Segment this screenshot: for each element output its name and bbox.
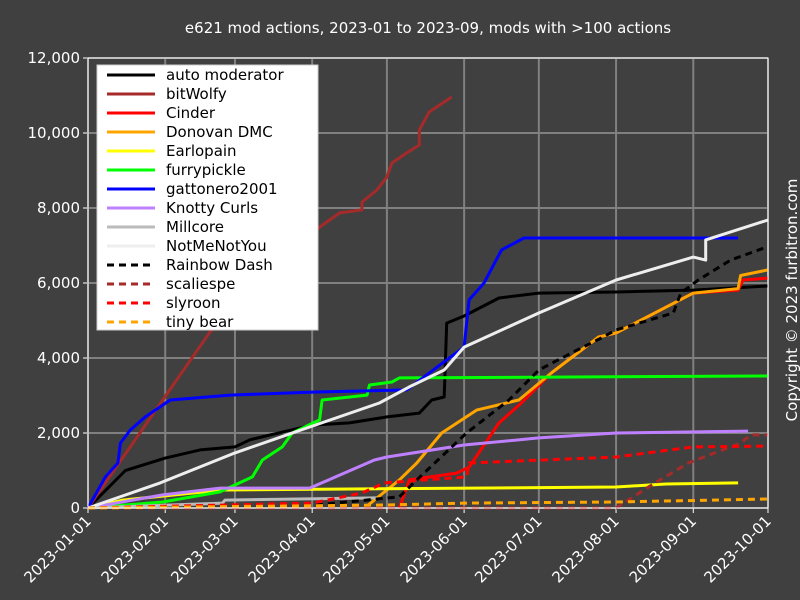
legend-box	[96, 64, 319, 331]
legend-label: bitWolfy	[166, 85, 227, 103]
legend-label: Knotty Curls	[166, 199, 258, 217]
legend-label: gattonero2001	[166, 180, 278, 198]
y-tick-label: 6,000	[37, 274, 80, 292]
legend-label: slyroon	[166, 294, 221, 312]
x-tick-label: 2023-05-01	[319, 512, 393, 586]
chart-title: e621 mod actions, 2023-01 to 2023-09, mo…	[184, 19, 672, 37]
plot-frame	[87, 57, 769, 509]
series-line-tiny-bear	[87, 497, 769, 510]
x-tick-label: 2023-06-01	[397, 512, 471, 586]
y-tick-label: 0	[70, 499, 80, 517]
legend-label: Donovan DMC	[166, 123, 273, 141]
x-tick-label: 2023-03-01	[167, 512, 241, 586]
y-tick-label: 8,000	[37, 199, 80, 217]
series-line-slyroon	[87, 444, 769, 510]
x-tick-label: 2023-01-01	[20, 512, 94, 586]
x-tick-label: 2023-08-01	[549, 512, 623, 586]
x-tick-label: 2023-07-01	[471, 512, 545, 586]
series-line-auto-moderator	[86, 284, 769, 510]
x-tick-label: 2023-10-01	[700, 512, 774, 586]
legend-label: Millcore	[166, 218, 224, 236]
series-line-knotty-curls	[87, 429, 749, 510]
legend-label: NotMeNotYou	[166, 237, 267, 255]
legend-label: Cinder	[166, 104, 216, 122]
y-tick-label: 2,000	[37, 424, 80, 442]
y-tick-label: 10,000	[28, 124, 81, 142]
x-tick-label: 2023-02-01	[98, 512, 172, 586]
series-line-gattonero2001	[86, 236, 739, 509]
y-tick-label: 4,000	[37, 349, 80, 367]
legend-label: scaliespe	[166, 275, 235, 293]
legend-label: Earlopain	[166, 142, 237, 160]
legend-label: furrypickle	[166, 161, 246, 179]
x-tick-label: 2023-04-01	[245, 512, 319, 586]
y-tick-label: 12,000	[28, 49, 81, 67]
legend-label: tiny bear	[166, 313, 234, 331]
x-tick-label: 2023-09-01	[626, 512, 700, 586]
series-line-millcore	[87, 496, 377, 510]
legend-label: auto moderator	[166, 66, 284, 84]
series-line-notmenotyou	[87, 218, 769, 510]
legend-label: Rainbow Dash	[166, 256, 273, 274]
series-line-donovan-dmc	[363, 268, 769, 510]
